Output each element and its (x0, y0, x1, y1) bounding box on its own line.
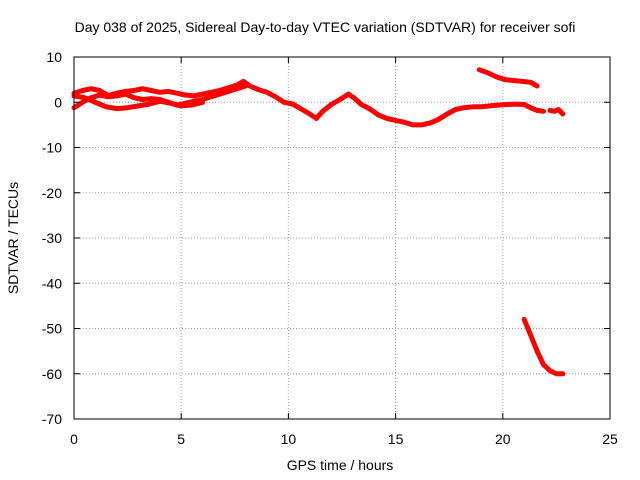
x-tick-label: 10 (281, 431, 297, 447)
grid (74, 57, 610, 419)
series-line-lower-segment (521, 316, 566, 377)
y-tick-label: -30 (42, 230, 62, 246)
y-tick-label: -50 (42, 321, 62, 337)
series-line-upper-segment (476, 67, 540, 89)
y-tick-label: -70 (42, 411, 62, 427)
y-tick-label: -60 (42, 366, 62, 382)
y-tick-label: 0 (54, 94, 62, 110)
x-tick-label: 20 (495, 431, 511, 447)
series-line-main (71, 78, 546, 128)
x-axis-label: GPS time / hours (287, 457, 394, 473)
data-series (71, 67, 566, 377)
axis-ticks: 0 5 10 15 20 25 -70 -60 -50 -40 -30 -20 -10 0 10 (42, 49, 618, 447)
x-tick-label: 15 (388, 431, 404, 447)
y-tick-label: -20 (42, 185, 62, 201)
y-axis-label: SDTVAR / TECUs (5, 182, 21, 294)
y-tick-label: -10 (42, 140, 62, 156)
x-tick-label: 5 (177, 431, 185, 447)
x-tick-label: 0 (70, 431, 78, 447)
y-tick-label: 10 (46, 49, 62, 65)
x-tick-label: 25 (602, 431, 618, 447)
chart-title: Day 038 of 2025, Sidereal Day-to-day VTE… (75, 19, 576, 35)
series-line-overlap-b (71, 93, 206, 112)
series-line-end-segment (547, 107, 566, 117)
y-tick-label: -40 (42, 275, 62, 291)
